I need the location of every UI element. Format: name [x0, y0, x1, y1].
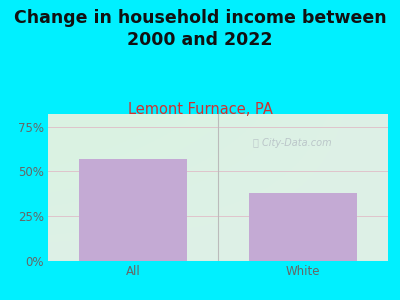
Text: Lemont Furnace, PA: Lemont Furnace, PA: [128, 102, 272, 117]
Text: ⓘ City-Data.com: ⓘ City-Data.com: [254, 138, 332, 148]
Bar: [78, 159, 188, 261]
Bar: [249, 193, 358, 261]
Text: Change in household income between
2000 and 2022: Change in household income between 2000 …: [14, 9, 386, 49]
